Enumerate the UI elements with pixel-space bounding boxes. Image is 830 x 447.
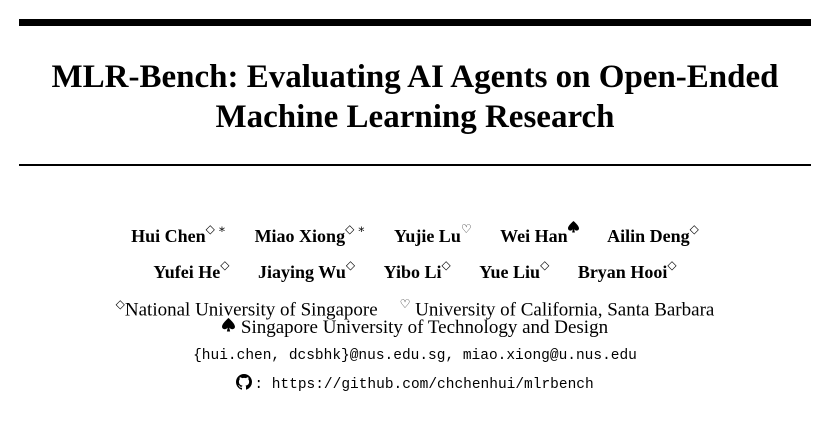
author-name: Yue Liu [479, 262, 541, 282]
author-name: Jiaying Wu [258, 262, 346, 282]
affiliation: University of California, Santa Barbara [415, 299, 715, 321]
affiliations-line-2: Singapore University of Technology and D… [0, 316, 830, 340]
author-affil-mark: ◇ [220, 258, 230, 272]
contact-emails: {hui.chen, dcsbhk}@nus.edu.sg, miao.xion… [193, 348, 637, 364]
spade-icon [567, 221, 579, 236]
top-rule [19, 19, 811, 26]
affiliations-line-1: ◇National University of Singapore ♡ Unive… [0, 292, 830, 322]
author: Wei Han [500, 220, 579, 247]
author-name: Wei Han [500, 226, 568, 246]
author-affil-mark: ◇ ∗ [205, 222, 227, 236]
author: Miao Xiong◇ ∗ [255, 220, 366, 247]
authors-row-2: Yufei He◇ Jiaying Wu◇ Yibo Li◇ Yue Liu◇ … [0, 256, 830, 283]
author: Yibo Li◇ [384, 256, 451, 283]
author: Hui Chen◇ ∗ [131, 220, 226, 247]
paper-title: MLR-Bench: Evaluating AI Agents on Open-… [0, 57, 830, 137]
author-name: Yujie Lu [393, 226, 461, 246]
affiliation: Singapore University of Technology and D… [240, 317, 609, 338]
author: Yue Liu◇ [479, 256, 549, 283]
github-icon [236, 374, 253, 390]
author: Yujie Lu♡ [394, 220, 472, 247]
author-affil-mark: ♡ [460, 222, 472, 236]
authors-row-1: Hui Chen◇ ∗ Miao Xiong◇ ∗ Yujie Lu♡ Wei … [0, 220, 830, 247]
repo-link[interactable]: https://github.com/chchenhui/mlrbench [271, 377, 594, 393]
author: Ailin Deng◇ [607, 220, 699, 247]
affil-mark: ◇ [115, 297, 125, 311]
author-name: Yibo Li [383, 262, 442, 282]
author-name: Bryan Hooi [577, 262, 668, 282]
author: Yufei He◇ [153, 256, 229, 283]
title-bottom-rule [19, 164, 811, 166]
author-affil-mark: ◇ [345, 258, 356, 272]
author-affil-mark: ◇ ∗ [345, 222, 366, 236]
author: Jiaying Wu◇ [258, 256, 355, 283]
author-affil-mark: ◇ [441, 258, 451, 272]
spade-icon [221, 318, 235, 332]
repository-line: : https://github.com/chchenhui/mlrbench [0, 374, 830, 395]
affiliation: National University of Singapore [124, 299, 378, 321]
title-line-1: MLR-Bench: Evaluating AI Agents on Open-… [51, 59, 779, 95]
author-affil-mark: ◇ [540, 258, 550, 272]
author-name: Yufei He [153, 262, 221, 282]
author-name: Miao Xiong [254, 226, 346, 246]
author: Bryan Hooi◇ [578, 256, 677, 283]
author-affil-mark: ◇ [689, 222, 699, 236]
repo-label: : [254, 377, 264, 393]
affil-mark: ♡ [399, 297, 411, 311]
author-affil-mark: ◇ [667, 258, 677, 272]
author-name: Ailin Deng [607, 226, 690, 246]
title-line-2: Machine Learning Research [215, 99, 615, 135]
author-name: Hui Chen [131, 226, 206, 246]
